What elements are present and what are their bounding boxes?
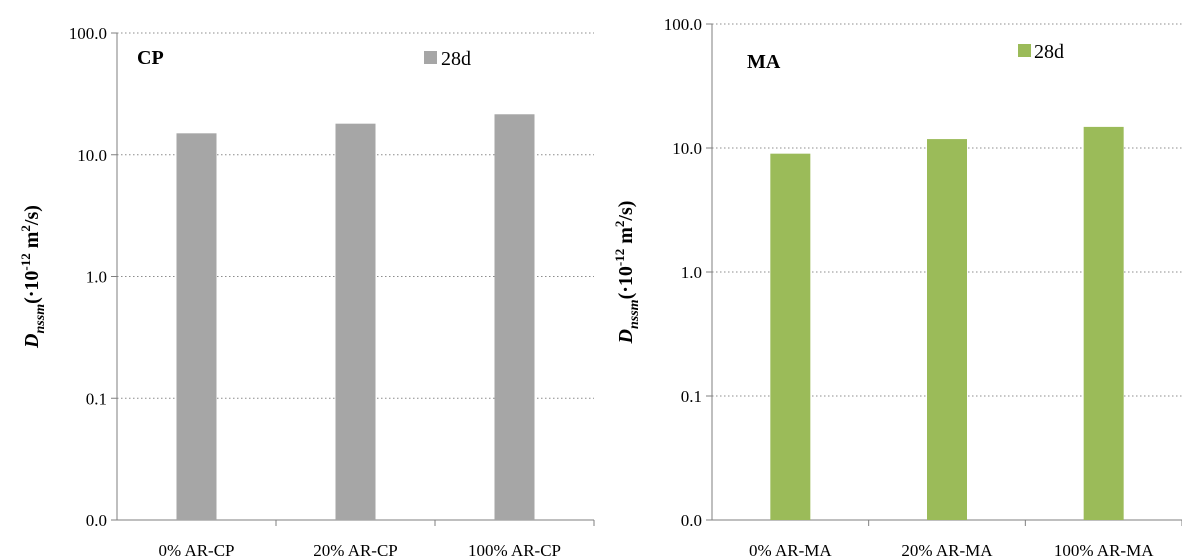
legend-swatch xyxy=(1018,44,1031,57)
y-axis-label-part: 2 xyxy=(18,225,33,232)
y-tick-label: 1.0 xyxy=(86,268,107,287)
y-axis-label-part: (·10 xyxy=(615,266,637,299)
y-axis-label-part: nssm xyxy=(627,299,642,329)
bar xyxy=(494,114,535,520)
y-axis-label-part: /s) xyxy=(21,205,43,226)
bar xyxy=(335,123,376,521)
y-tick-label: 0.0 xyxy=(86,511,107,530)
y-axis-label-part: m xyxy=(21,231,43,253)
x-tick-label: 100% AR-MA xyxy=(1054,541,1154,559)
chart-panel-ma: 0.0 0.1 1.0 10.0 100.0 0% AR-MA 20% AR-MA 100% … xyxy=(612,15,1182,559)
bar xyxy=(770,153,811,520)
y-axis-label-part: D xyxy=(615,329,637,344)
bar xyxy=(176,133,217,520)
y-axis-label-part: D xyxy=(21,333,43,348)
y-tick-label: 100.0 xyxy=(69,24,107,43)
x-tick-label: 100% AR-CP xyxy=(468,541,561,559)
x-tick-label: 20% AR-MA xyxy=(901,541,993,559)
y-axis-label-part: (·10 xyxy=(21,271,43,304)
y-axis-label: Dnssm(·10-12 m2/s) xyxy=(18,205,48,349)
y-axis-label-part: m xyxy=(615,227,637,249)
y-axis-label: Dnssm(·10-12 m2/s) xyxy=(612,201,642,345)
y-tick-label: 0.0 xyxy=(681,511,702,530)
y-axis-label-part: /s) xyxy=(615,201,637,222)
bar xyxy=(1083,126,1124,521)
y-tick-label: 0.1 xyxy=(681,387,702,406)
y-tick-label: 10.0 xyxy=(77,146,107,165)
y-axis-label-part: -12 xyxy=(18,253,33,270)
panel-title: CP xyxy=(137,47,164,69)
panel-title: MA xyxy=(747,51,781,73)
y-tick-label: 10.0 xyxy=(672,139,702,158)
y-axis-label-part: nssm xyxy=(33,304,48,334)
legend-swatch xyxy=(424,51,437,64)
y-tick-label: 1.0 xyxy=(681,263,702,282)
x-tick-label: 0% AR-CP xyxy=(158,541,234,559)
x-tick-label: 0% AR-MA xyxy=(749,541,832,559)
legend-label: 28d xyxy=(441,48,471,70)
x-tick-label: 20% AR-CP xyxy=(313,541,398,559)
bar xyxy=(927,139,967,521)
chart-panel-cp: 0.0 0.1 1.0 10.0 100.0 0% AR-CP 20% AR-CP 100% … xyxy=(18,24,595,559)
y-axis-label-part: 2 xyxy=(612,221,627,228)
y-axis-label-part: -12 xyxy=(612,249,627,266)
y-tick-label: 100.0 xyxy=(664,15,702,34)
legend-label: 28d xyxy=(1034,41,1064,63)
y-tick-label: 0.1 xyxy=(86,389,107,408)
